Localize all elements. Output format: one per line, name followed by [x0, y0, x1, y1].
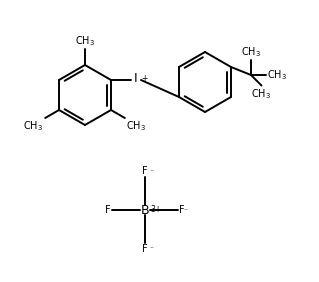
Text: I: I [134, 72, 138, 85]
Text: 3+: 3+ [150, 205, 161, 214]
Text: F: F [179, 205, 185, 215]
Text: F: F [142, 166, 148, 176]
Text: CH$_3$: CH$_3$ [23, 119, 43, 133]
Text: F: F [142, 244, 148, 254]
Text: ⁻: ⁻ [149, 167, 153, 176]
Text: CH$_3$: CH$_3$ [267, 68, 287, 82]
Text: B: B [141, 204, 149, 217]
Text: CH$_3$: CH$_3$ [75, 34, 95, 48]
Text: ⁻: ⁻ [111, 206, 115, 215]
Text: CH$_3$: CH$_3$ [251, 87, 271, 101]
Text: F: F [105, 205, 111, 215]
Text: CH$_3$: CH$_3$ [126, 119, 146, 133]
Text: CH$_3$: CH$_3$ [241, 45, 261, 59]
Text: ⁻: ⁻ [183, 206, 187, 215]
Text: +: + [141, 74, 147, 83]
Text: ⁻: ⁻ [149, 244, 153, 253]
